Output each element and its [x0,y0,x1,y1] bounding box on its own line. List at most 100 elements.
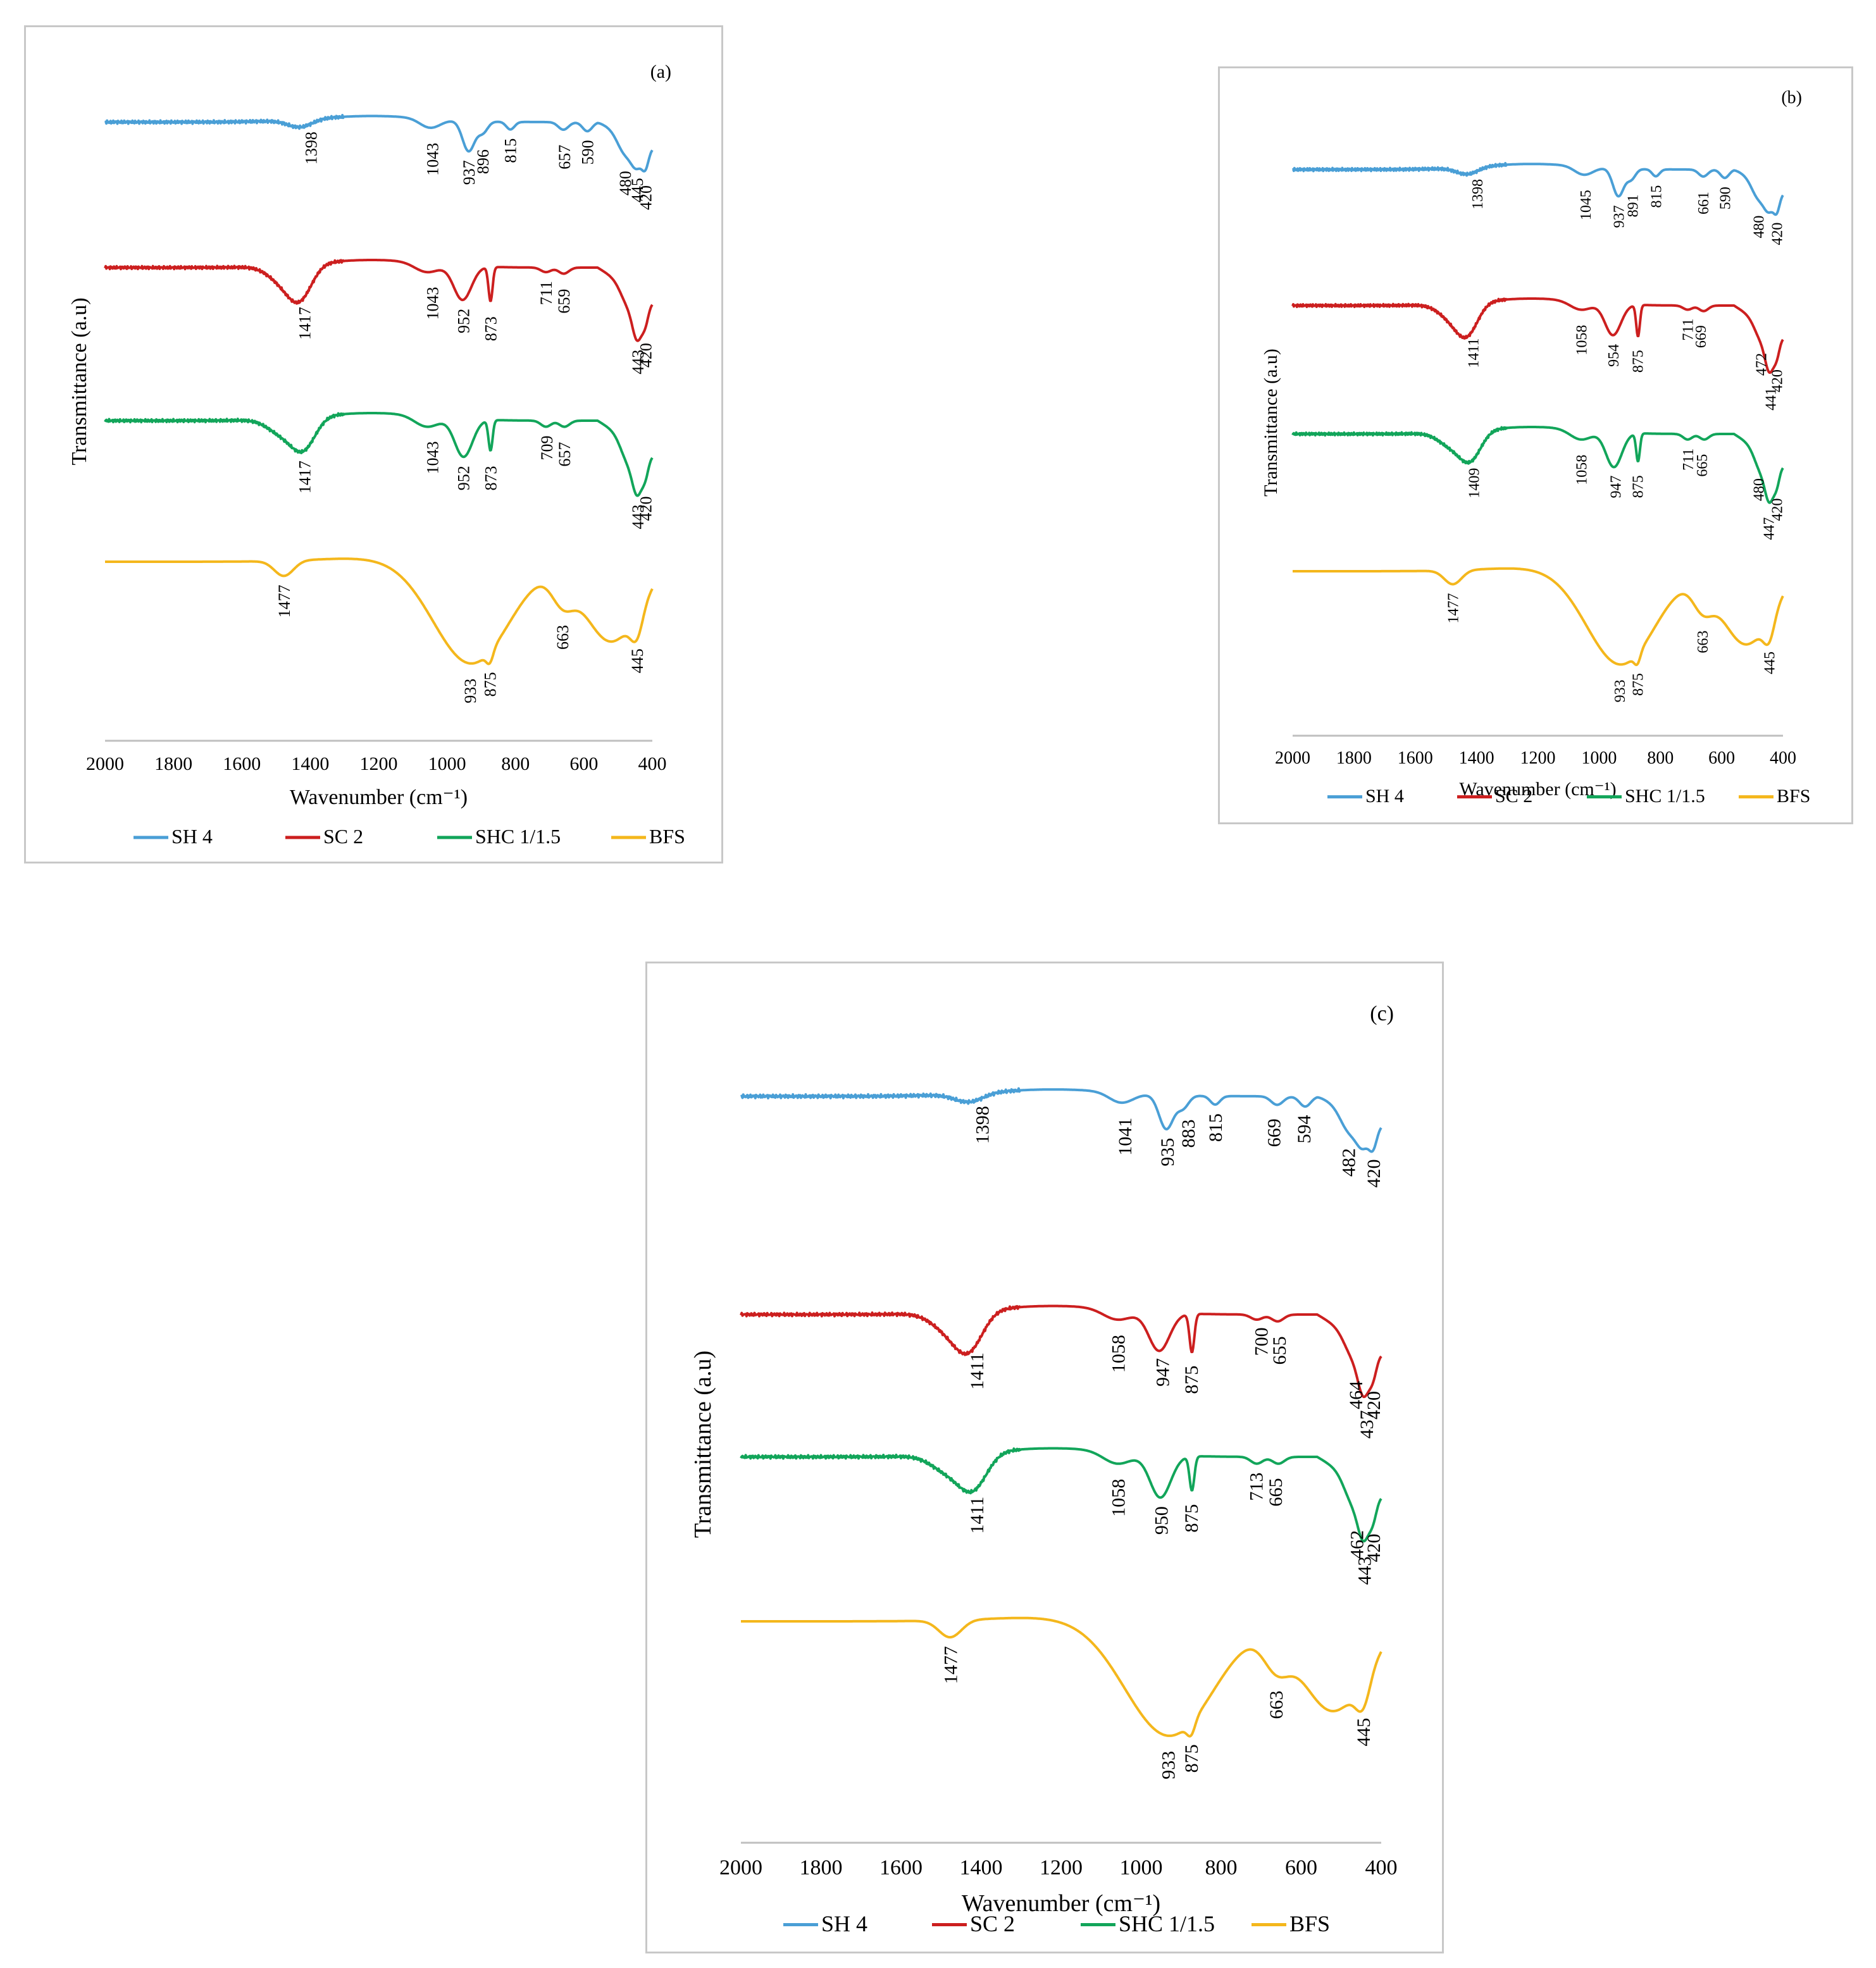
x-tick-label: 400 [1770,748,1796,768]
peak-label: 420 [1364,1391,1384,1420]
peak-label: 1477 [275,585,294,617]
peak-label: 443 [1354,1556,1375,1585]
series-line-bfs [104,557,654,665]
peak-label: 1043 [423,287,442,319]
series-line-sh-4 [104,114,654,173]
peak-label: 1417 [295,461,314,493]
peak-label: 952 [455,309,473,333]
peak-label: 482 [1339,1148,1360,1177]
legend-entry: SH 4 [171,825,213,848]
peak-label: 875 [481,672,499,696]
peak-label: 1411 [967,1497,988,1534]
peak-label: 937 [1611,205,1627,228]
x-tick-label: 800 [1647,748,1674,768]
peak-label: 875 [1630,350,1646,373]
panel-label: (c) [1370,1002,1394,1025]
peak-label: 875 [1630,673,1646,696]
peak-label: 441 [1763,388,1780,411]
peak-label: 472 [1754,353,1770,376]
peak-label: 443 [629,350,647,374]
peak-label: 659 [555,289,573,314]
peak-label: 1398 [302,132,321,164]
peak-label: 875 [1181,1744,1202,1773]
peak-label: 445 [628,178,647,202]
peak-label: 462 [1346,1530,1367,1559]
x-tick-label: 1600 [879,1856,922,1879]
series-line-shc-1-1-5 [1291,426,1784,504]
peak-label: 663 [1695,631,1711,653]
peak-label: 1477 [1446,593,1462,623]
peak-label: 1043 [423,143,442,176]
peak-label: 700 [1252,1327,1272,1356]
peak-label: 947 [1608,476,1624,498]
legend-entry: SH 4 [1365,786,1404,807]
peak-label: 711 [1680,449,1697,471]
peak-label: 1043 [423,442,442,474]
x-tick-label: 2000 [719,1856,762,1879]
x-tick-label: 1000 [1581,748,1617,768]
peak-label: 480 [616,171,635,195]
x-tick-label: 1200 [1040,1856,1083,1879]
peak-label: 937 [460,160,478,185]
series-line-bfs [740,1616,1382,1738]
series-line-sc-2 [740,1304,1382,1399]
x-tick-label: 1400 [960,1856,1003,1879]
peak-label: 933 [1158,1751,1179,1779]
peak-label: 873 [481,466,500,490]
x-tick-label: 2000 [1275,748,1310,768]
legend-entry: BFS [649,825,685,848]
x-tick-label: 1600 [1398,748,1433,768]
peak-label: 1058 [1574,325,1591,356]
x-tick-label: 1600 [223,753,261,774]
peak-label: 875 [1630,475,1646,498]
peak-label: 1477 [940,1646,961,1684]
peak-label: 1417 [295,307,314,340]
ftir-chart-panel-c: (c) 2000 1800 1600 1400 1200 1000 800 600 400 Wave… [645,962,1444,1953]
peak-label: 420 [1364,1533,1384,1562]
peak-label: 954 [1606,344,1622,367]
x-axis-label: Wavenumber (cm⁻¹) [290,786,468,809]
peak-label: 1398 [1470,179,1486,209]
peak-label: 1058 [1574,455,1591,485]
peak-label: 815 [502,139,520,163]
x-tick-label: 1400 [291,753,329,774]
panel-label: (b) [1781,88,1802,108]
peak-label: 1041 [1115,1118,1136,1156]
peak-label: 873 [481,316,500,341]
series-line-shc-1-1-5 [104,412,654,497]
peak-label: 1398 [972,1106,993,1144]
x-tick-label: 2000 [86,753,124,774]
x-tick-label: 1800 [154,753,192,774]
peak-label: 1058 [1108,1479,1129,1517]
peak-label: 655 [1269,1336,1290,1365]
peak-label: 420 [637,343,655,368]
panel-label: (a) [650,61,671,82]
peak-label: 933 [1612,679,1629,702]
legend-entry: SC 2 [323,825,363,848]
legend-entry: SC 2 [970,1911,1015,1936]
series-line-sc-2 [1291,297,1784,374]
peak-label: 883 [1178,1120,1199,1148]
peak-label: 420 [1770,223,1786,245]
x-tick-label: 400 [638,753,667,774]
peak-label: 480 [1751,216,1768,238]
peak-label: 657 [556,442,574,467]
peak-label: 663 [1266,1691,1287,1719]
peak-label: 1045 [1578,190,1594,220]
legend-entry: BFS [1289,1911,1330,1936]
peak-label: 420 [1770,369,1786,392]
peak-label: 445 [628,648,647,673]
peak-label: 657 [556,145,574,170]
x-tick-label: 600 [1708,748,1735,768]
peak-label: 594 [1294,1115,1315,1144]
peak-label: 815 [1648,185,1665,208]
peak-label: 420 [1770,498,1786,521]
peak-label: 590 [1717,187,1734,209]
ftir-chart-panel-a: (a) 2000 1800 1600 1400 1200 1000 800 600 400 Wave… [24,25,723,863]
legend-entry: SC 2 [1495,786,1532,807]
legend-entry: SHC 1/1.5 [1625,786,1705,807]
peak-label: 711 [537,281,556,305]
peak-label: 709 [538,435,556,460]
peak-label: 420 [1364,1159,1384,1187]
peak-label: 950 [1152,1506,1172,1535]
